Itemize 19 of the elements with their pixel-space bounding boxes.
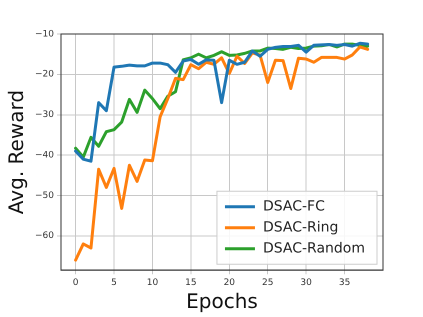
x-tick-label: 30 bbox=[300, 278, 312, 288]
x-tick-label: 15 bbox=[185, 278, 197, 288]
x-tick-label: 5 bbox=[111, 278, 117, 288]
x-axis-title: Epochs bbox=[186, 289, 258, 314]
x-tick-label: 35 bbox=[338, 278, 350, 288]
y-tick-label: −10 bbox=[34, 29, 54, 40]
y-tick-label: −60 bbox=[34, 231, 54, 242]
x-tick-label: 0 bbox=[72, 278, 79, 288]
legend-label: DSAC-Ring bbox=[262, 219, 338, 236]
y-tick-label: −20 bbox=[34, 70, 54, 80]
y-tick-label: −30 bbox=[34, 110, 54, 120]
legend-label: DSAC-FC bbox=[262, 198, 326, 214]
y-tick-label: −50 bbox=[34, 190, 54, 201]
x-tick-label: 10 bbox=[146, 278, 158, 288]
legend-label: DSAC-Random bbox=[262, 240, 365, 256]
x-tick-label: 20 bbox=[224, 278, 236, 288]
y-tick-label: −40 bbox=[34, 150, 54, 160]
x-tick-label: 25 bbox=[262, 278, 274, 288]
y-axis-title: Avg. Reward bbox=[4, 90, 28, 214]
